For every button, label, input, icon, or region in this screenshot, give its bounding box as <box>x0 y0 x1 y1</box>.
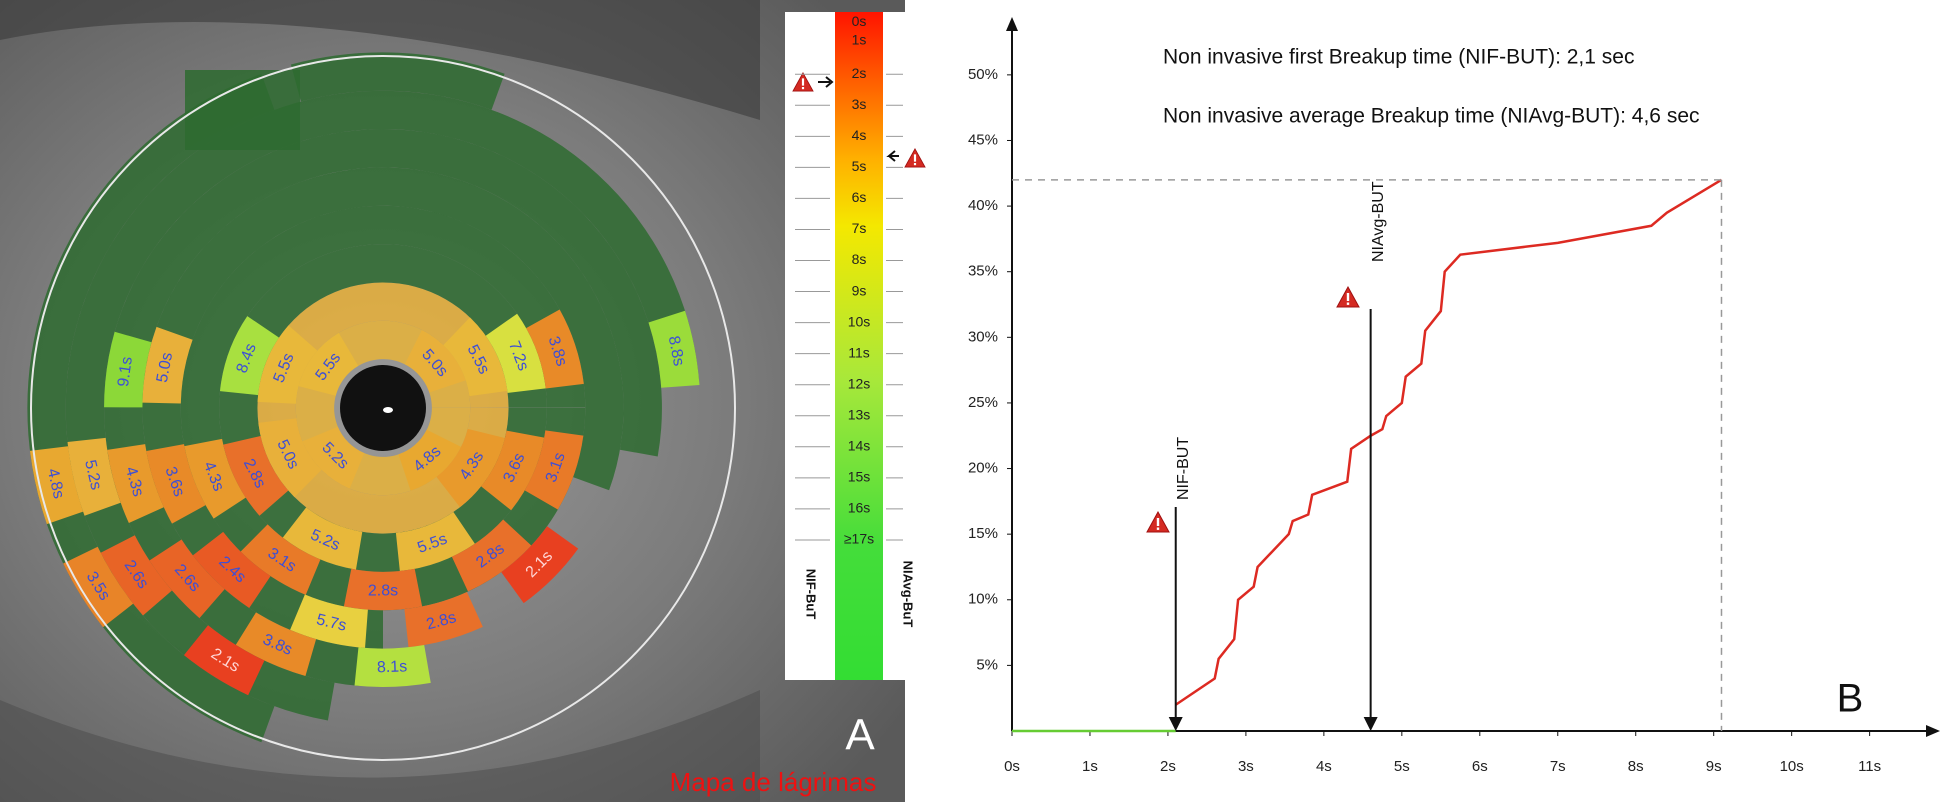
y-tick-label: 45% <box>968 131 998 148</box>
y-tick-label: 20% <box>968 460 998 477</box>
y-tick-label: 5% <box>976 656 998 673</box>
x-tick-label: 2s <box>1160 758 1176 775</box>
x-axis-arrow <box>1926 725 1940 737</box>
breakup-chart: 5% 10% 15% 20% 25% 30% 35% 40% 45% 50% 0s 1s 2s 3s 4s 5… <box>968 17 1940 775</box>
sector-label: 2.8s <box>368 582 398 599</box>
scale-label: ≥17s <box>844 531 874 547</box>
annotation: Non invasive average Breakup time (NIAvg… <box>1163 105 1700 128</box>
warning-icon <box>1147 512 1169 532</box>
warning-icon <box>905 149 925 167</box>
map-patch <box>185 70 300 150</box>
scale-label: 7s <box>852 220 867 236</box>
caption: Mapa de lágrimas <box>670 767 877 797</box>
y-tick-label: 25% <box>968 394 998 411</box>
x-tick-label: 5s <box>1394 758 1410 775</box>
scale-right-label: NIAvg-BuT <box>901 561 916 628</box>
scale-label: 2s <box>852 65 867 81</box>
x-tick-label: 1s <box>1082 758 1098 775</box>
warning-icon <box>1337 287 1359 307</box>
y-tick-label: 40% <box>968 197 998 214</box>
marker-label: NIF-BUT <box>1175 437 1192 500</box>
reflection <box>383 407 393 413</box>
y-tick-label: 30% <box>968 328 998 345</box>
y-tick-label: 10% <box>968 591 998 608</box>
page: {"tear_map": { "sectors": [ {"label": "8… <box>0 0 1942 802</box>
x-tick-label: 8s <box>1628 758 1644 775</box>
x-tick-label: 0s <box>1004 758 1020 775</box>
scale-label: 11s <box>848 344 870 360</box>
data-line <box>1176 180 1722 705</box>
scale-label: 0s <box>852 13 867 29</box>
scale-label: 16s <box>848 500 871 516</box>
figure: 8.4s5.5s5.5s5.0s5.5s7.2s3.8s8.8s9.1s5.0s… <box>0 0 1942 802</box>
x-tick-label: 7s <box>1550 758 1566 775</box>
y-tick-label: 50% <box>968 66 998 83</box>
scale-label: 15s <box>848 469 871 485</box>
x-tick-label: 3s <box>1238 758 1254 775</box>
scale-label: 9s <box>852 282 867 298</box>
scale-label: 6s <box>852 189 867 205</box>
marker-arrowhead <box>1169 717 1183 731</box>
scale-label: 13s <box>848 406 871 422</box>
scale-label: 3s <box>852 96 867 112</box>
scale-left-label: NIF-BuT <box>804 569 819 620</box>
scale-label: 12s <box>848 375 871 391</box>
annotation: Non invasive first Breakup time (NIF-BUT… <box>1163 46 1634 69</box>
pupil <box>340 365 426 451</box>
scale-label: 8s <box>852 251 867 267</box>
y-tick-label: 35% <box>968 263 998 280</box>
marker-arrowhead <box>1364 717 1378 731</box>
x-tick-label: 4s <box>1316 758 1332 775</box>
scale-label: 5s <box>852 158 867 174</box>
panel-label: A <box>845 711 875 760</box>
x-tick-label: 6s <box>1472 758 1488 775</box>
y-tick-label: 15% <box>968 525 998 542</box>
scale-label: 1s <box>852 32 867 48</box>
x-tick-label: 11s <box>1858 758 1881 775</box>
scale-label: 4s <box>852 127 867 143</box>
scale-label: 10s <box>848 313 871 329</box>
x-tick-label: 10s <box>1780 758 1804 775</box>
x-tick-label: 9s <box>1706 758 1722 775</box>
marker-label: NIAvg-BUT <box>1370 181 1387 262</box>
panel-label: B <box>1837 677 1864 721</box>
sector-label: 8.1s <box>377 658 408 676</box>
scale-label: 14s <box>848 438 871 454</box>
y-axis-arrow <box>1006 17 1018 31</box>
